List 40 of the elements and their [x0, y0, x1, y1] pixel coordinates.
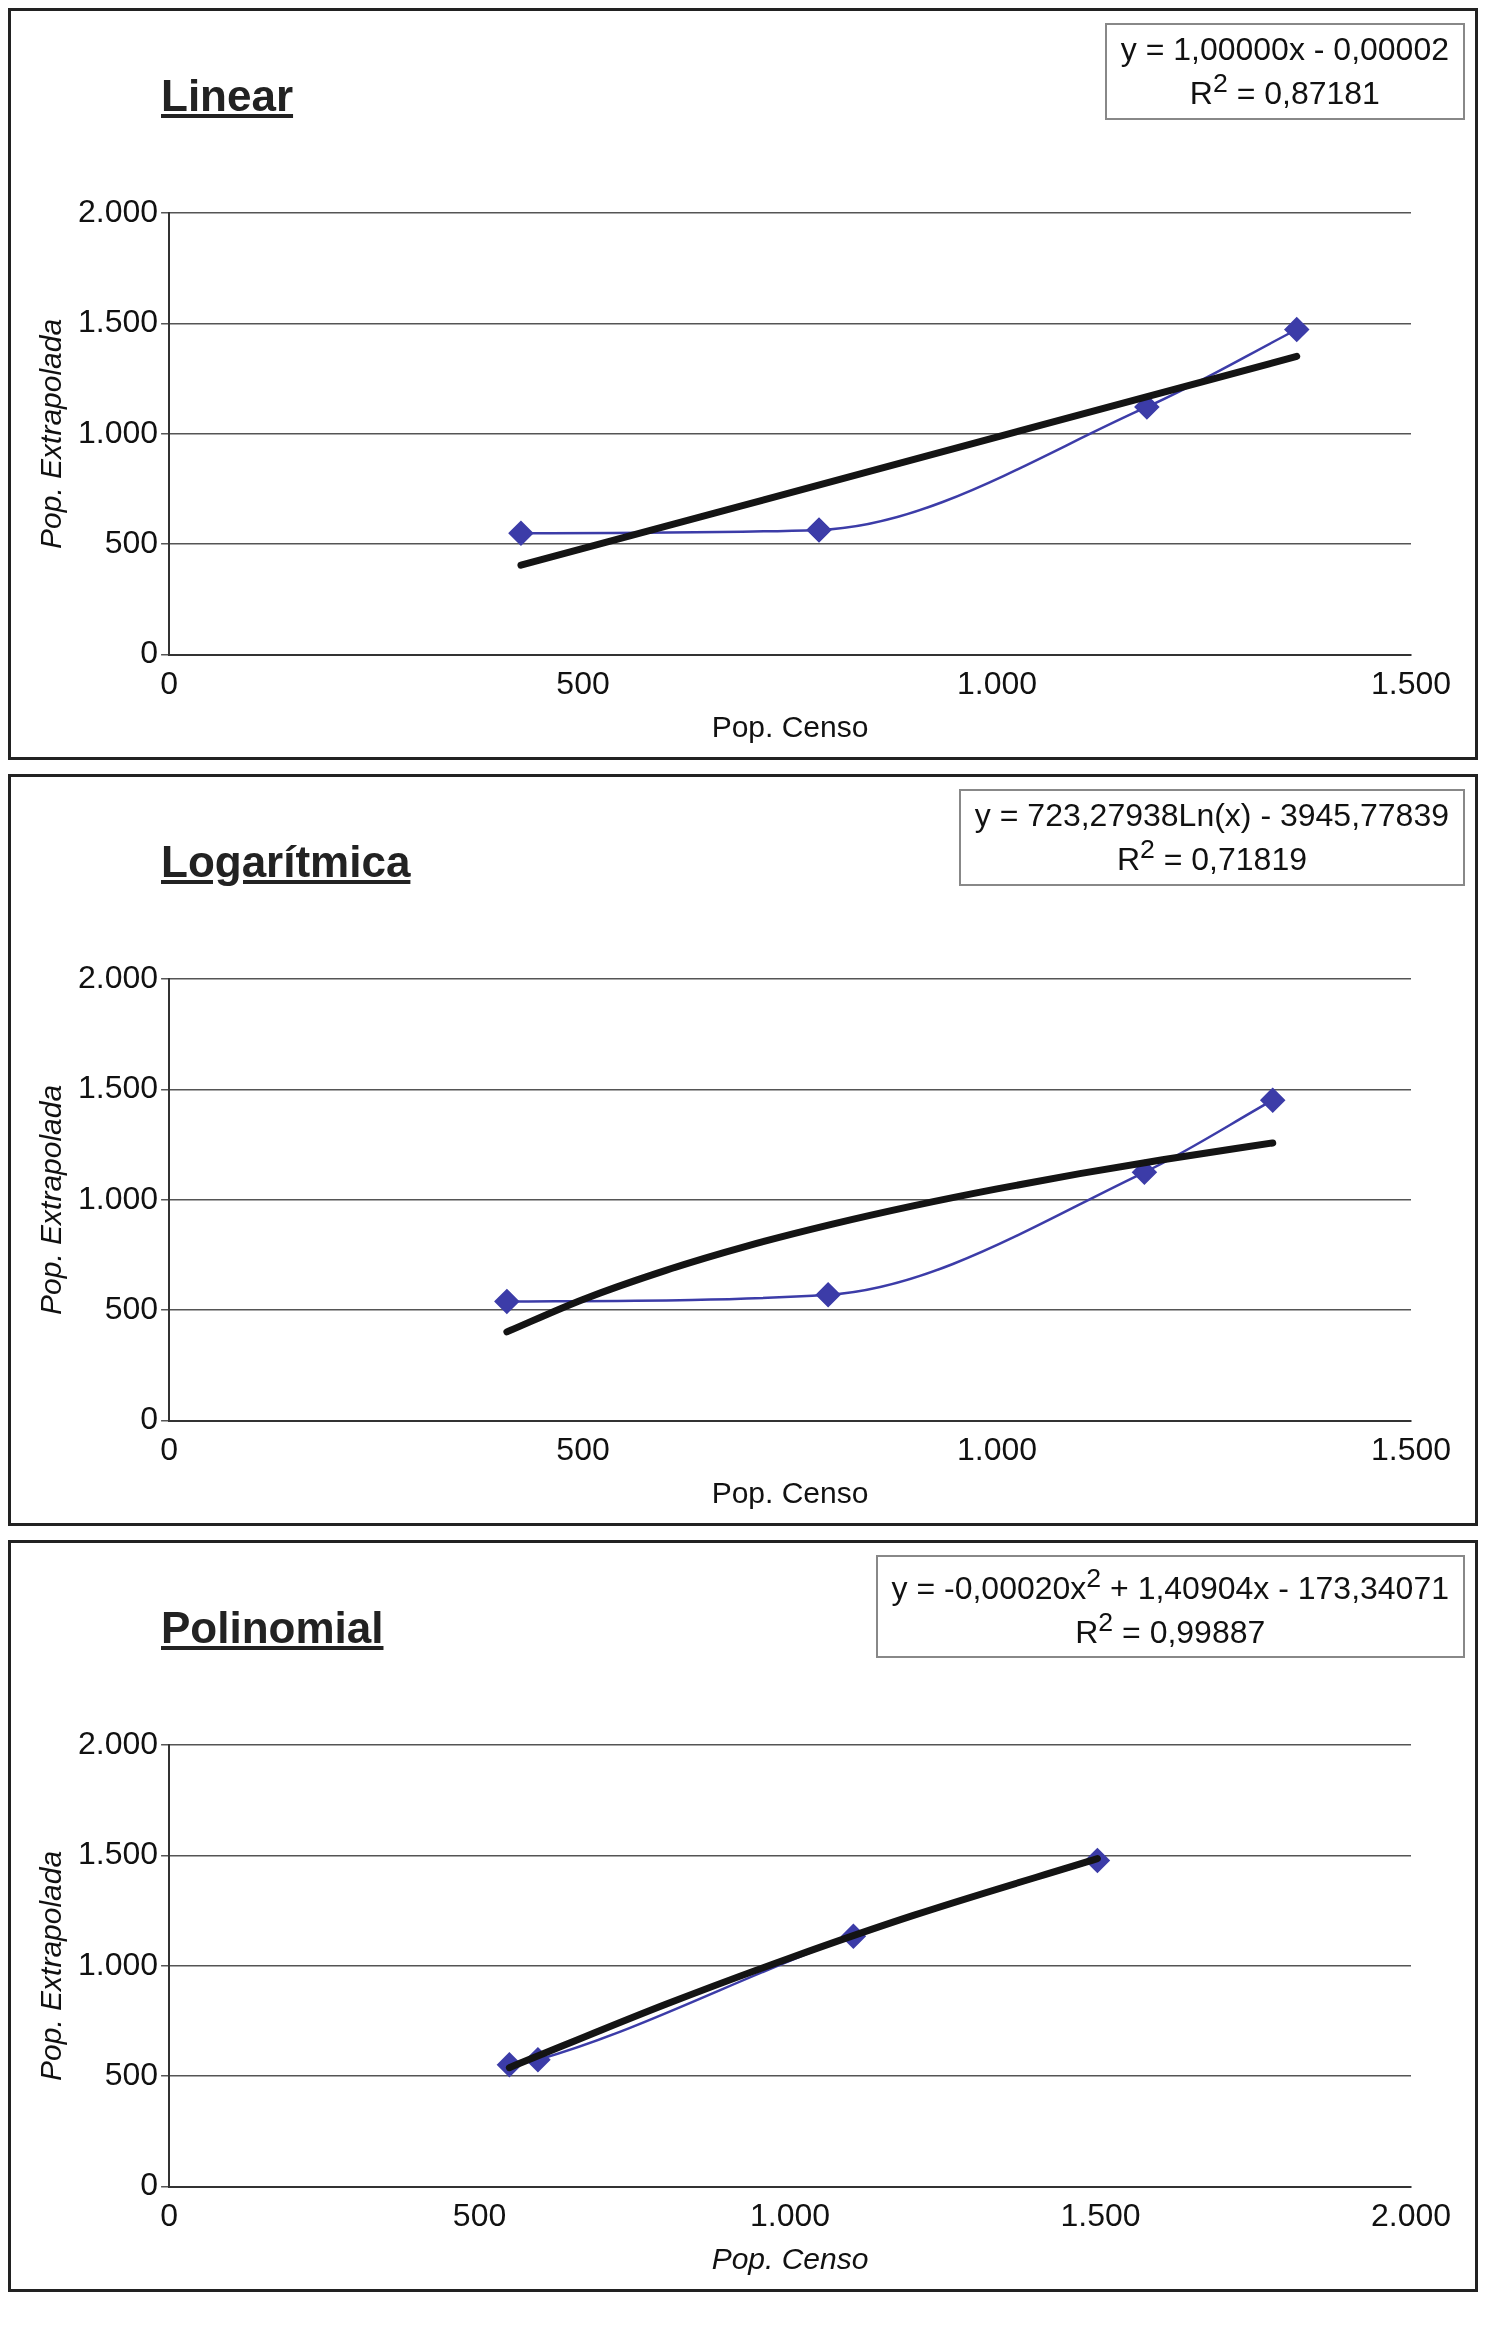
x-tick-label: 500 — [556, 1430, 610, 1467]
y-tick-label: 1.000 — [78, 413, 159, 450]
text: R$^{2}$ = 0,99887 — [1074, 1606, 1267, 1651]
x-tick-label: 1.500 — [1370, 664, 1452, 701]
chart-title: Logarítmica — [161, 837, 411, 887]
y-tick-label: 2.000 — [78, 1725, 159, 1762]
text: R$^{2}$ = 0,71819 — [1115, 834, 1308, 878]
y-axis-title: Pop. Extrapolada — [34, 1850, 68, 2081]
x-axis-title: Pop. Censo — [711, 2242, 869, 2276]
text: y = 1,00000x - 0,00002 — [1120, 31, 1449, 68]
text: R$^{2}$ = 0,87181 — [1188, 68, 1381, 112]
x-tick-label: 1.000 — [956, 1430, 1038, 1467]
x-tick-label: 2.000 — [1370, 2196, 1452, 2233]
x-tick-label: 500 — [556, 664, 610, 701]
y-axis-title: Pop. Extrapolada — [34, 1084, 68, 1315]
x-tick-label: 1.000 — [956, 664, 1038, 701]
y-tick-label: 0 — [140, 634, 159, 671]
chart-title: Polinomial — [161, 1603, 384, 1653]
y-tick-label: 500 — [104, 524, 159, 561]
y-tick-label: 2.000 — [78, 193, 159, 230]
chart-title: Linear — [161, 71, 294, 121]
text: y = -0,00020x$^{2}$ + 1,40904x - 173,34071 — [891, 1563, 1449, 1607]
x-axis-title: Pop. Censo — [711, 1476, 869, 1510]
y-tick-label: 500 — [104, 2056, 159, 2093]
y-tick-label: 1.000 — [78, 1179, 159, 1216]
y-tick-label: 1.500 — [78, 303, 159, 340]
text: y = 723,27938Ln(x) - 3945,77839 — [974, 797, 1449, 834]
y-tick-label: 1.500 — [78, 1835, 159, 1872]
x-axis-title: Pop. Censo — [711, 710, 869, 744]
y-tick-label: 2.000 — [78, 959, 159, 996]
y-tick-label: 0 — [140, 1400, 159, 1437]
y-tick-label: 0 — [140, 2166, 159, 2203]
y-tick-label: 1.000 — [78, 1945, 159, 1982]
x-tick-label: 500 — [452, 2196, 507, 2233]
x-tick-label: 1.500 — [1370, 1430, 1452, 1467]
y-tick-label: 1.500 — [78, 1069, 159, 1106]
x-tick-label: 1.000 — [750, 2196, 831, 2233]
y-axis-title: Pop. Extrapolada — [34, 318, 68, 549]
x-tick-label: 1.500 — [1060, 2196, 1141, 2233]
y-tick-label: 500 — [104, 1290, 159, 1327]
